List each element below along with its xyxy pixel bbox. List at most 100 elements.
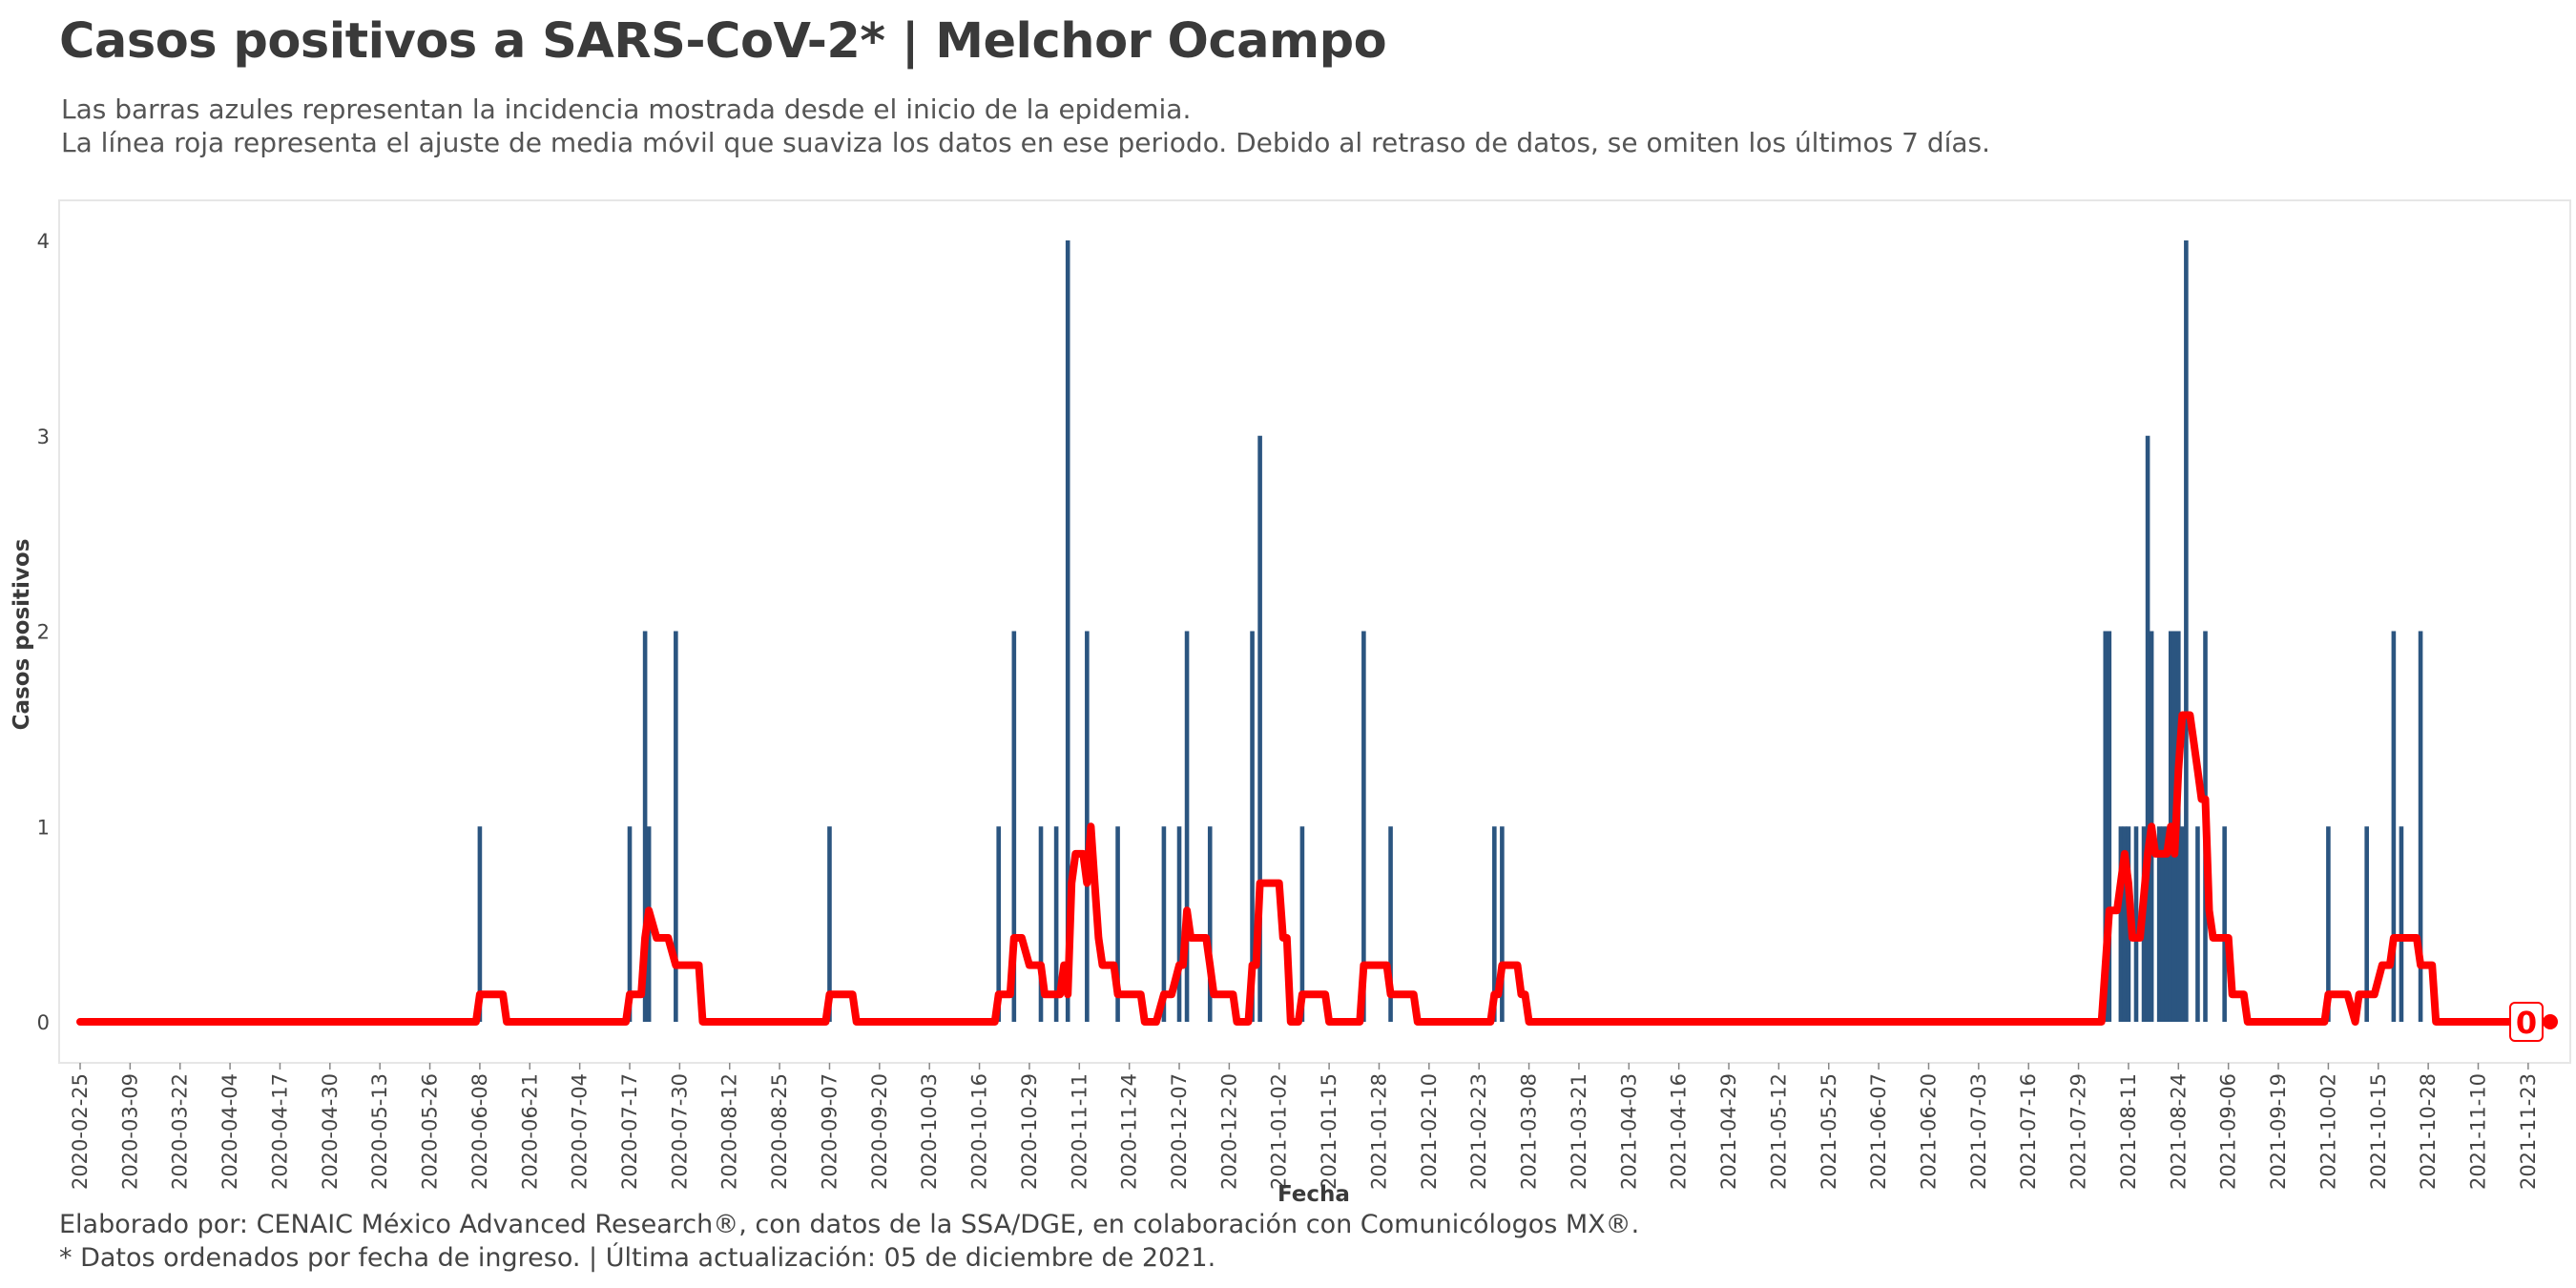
bar [2122, 826, 2128, 1022]
x-tick-label: 2020-05-26 [419, 1073, 442, 1190]
y-axis-title: Casos positivos [10, 539, 34, 731]
x-tick-label: 2020-03-09 [118, 1073, 141, 1190]
x-tick-label: 2021-08-11 [2117, 1073, 2140, 1190]
x-axis-title: Fecha [1278, 1182, 1350, 1207]
x-tick-label: 2021-01-15 [1318, 1073, 1340, 1190]
x-tick-label: 2021-01-28 [1367, 1073, 1390, 1190]
bar [2145, 435, 2150, 1022]
bar [2164, 826, 2170, 1022]
bar [1176, 826, 1182, 1022]
x-tick-label: 2021-10-02 [2316, 1073, 2339, 1190]
bar [1053, 826, 1059, 1022]
x-tick-label: 2021-02-10 [1418, 1073, 1441, 1190]
x-tick-label: 2021-11-10 [2466, 1073, 2489, 1190]
x-tick-label: 2021-03-08 [1518, 1073, 1541, 1190]
x-tick-label: 2020-12-20 [1217, 1073, 1240, 1190]
bar [2118, 826, 2124, 1022]
bar [1161, 826, 1167, 1022]
x-tick-label: 2021-09-19 [2267, 1073, 2290, 1190]
x-tick-label: 2021-02-23 [1467, 1073, 1490, 1190]
last-value-label-group: 0 [2509, 1002, 2558, 1042]
bar [1207, 826, 1213, 1022]
x-tick-label: 2020-02-25 [69, 1073, 92, 1190]
x-tick-label: 2021-01-02 [1268, 1073, 1291, 1190]
x-tick-label: 2020-10-16 [968, 1073, 991, 1190]
x-tick-label: 2020-10-29 [1018, 1073, 1041, 1190]
y-tick-label: 0 [37, 1011, 50, 1034]
x-tick-label: 2020-07-30 [668, 1073, 691, 1190]
x-tick-label: 2020-12-07 [1168, 1073, 1191, 1190]
bar [996, 826, 1002, 1022]
y-tick-label: 3 [37, 426, 50, 448]
x-tick-label: 2020-04-30 [319, 1073, 342, 1190]
x-tick-label: 2021-06-07 [1867, 1073, 1890, 1190]
bar [2195, 826, 2200, 1022]
bar [1011, 631, 1017, 1022]
chart-subtitle-line-1: Las barras azules representan la inciden… [61, 93, 1192, 125]
y-axis-ticks: 0 1 2 3 4 [37, 230, 50, 1034]
x-tick-label: 2020-10-03 [918, 1073, 941, 1190]
bar [1500, 826, 1505, 1022]
x-tick-label: 2021-04-16 [1668, 1073, 1691, 1190]
x-tick-label: 2021-11-23 [2517, 1073, 2540, 1190]
x-tick-label: 2020-11-11 [1068, 1073, 1091, 1190]
bar [2418, 631, 2423, 1022]
bar [2156, 826, 2162, 1022]
y-tick-label: 1 [37, 816, 50, 839]
x-tick-label: 2021-09-06 [2217, 1073, 2240, 1190]
y-tick-label: 4 [37, 230, 50, 253]
bar [2107, 631, 2112, 1022]
x-tick-label: 2020-09-07 [818, 1073, 841, 1190]
last-point-marker [2543, 1014, 2558, 1029]
x-tick-label: 2021-04-29 [1717, 1073, 1740, 1190]
x-tick-label: 2020-04-17 [268, 1073, 291, 1190]
bar [2184, 240, 2189, 1022]
bar [2391, 631, 2397, 1022]
bar [1492, 826, 1497, 1022]
x-tick-label: 2021-04-03 [1617, 1073, 1640, 1190]
last-value-label: 0 [2516, 1005, 2537, 1041]
y-tick-label: 2 [37, 621, 50, 644]
update-caption: * Datos ordenados por fecha de ingreso. … [59, 1243, 1216, 1273]
moving-average-line [76, 711, 2551, 1026]
bar [1065, 240, 1070, 1022]
bar [1038, 826, 1044, 1022]
x-tick-label: 2020-05-13 [368, 1073, 391, 1190]
bar [627, 826, 633, 1022]
bar [2326, 826, 2331, 1022]
bar [2180, 826, 2185, 1022]
bar [1257, 435, 1262, 1022]
source-caption: Elaborado por: CENAIC México Advanced Re… [59, 1210, 1640, 1239]
x-tick-label: 2021-07-16 [2017, 1073, 2040, 1190]
x-axis-ticks: 2020-02-25 2020-03-09 2020-03-22 2020-04-04… [69, 1063, 2540, 1190]
x-tick-label: 2020-08-25 [768, 1073, 791, 1190]
x-tick-label: 2021-10-15 [2367, 1073, 2390, 1190]
bar [2222, 826, 2227, 1022]
bar [1085, 631, 1090, 1022]
bar [1115, 826, 1120, 1022]
x-tick-label: 2020-11-24 [1118, 1073, 1141, 1190]
bar [642, 631, 648, 1022]
x-tick-label: 2020-07-04 [569, 1073, 592, 1190]
x-tick-label: 2021-06-20 [1917, 1073, 1940, 1190]
moving-average-series [76, 711, 2551, 1026]
x-tick-label: 2021-05-25 [1818, 1073, 1840, 1190]
bar [1250, 631, 1255, 1022]
x-tick-label: 2021-05-12 [1767, 1073, 1790, 1190]
x-tick-label: 2021-07-29 [2067, 1073, 2090, 1190]
bar [2364, 826, 2369, 1022]
bar [2103, 631, 2109, 1022]
x-tick-label: 2021-08-24 [2167, 1073, 2190, 1190]
x-tick-label: 2021-07-03 [1967, 1073, 1990, 1190]
bar [1361, 631, 1366, 1022]
bar [2399, 826, 2404, 1022]
bar [1299, 826, 1305, 1022]
x-tick-label: 2020-08-12 [718, 1073, 741, 1190]
x-tick-label: 2021-03-21 [1568, 1073, 1590, 1190]
bar [674, 631, 678, 1022]
x-tick-label: 2020-07-17 [618, 1073, 641, 1190]
x-tick-label: 2021-10-28 [2417, 1073, 2440, 1190]
x-tick-label: 2020-06-21 [518, 1073, 541, 1190]
bar [2160, 826, 2166, 1022]
bar [1184, 631, 1190, 1022]
